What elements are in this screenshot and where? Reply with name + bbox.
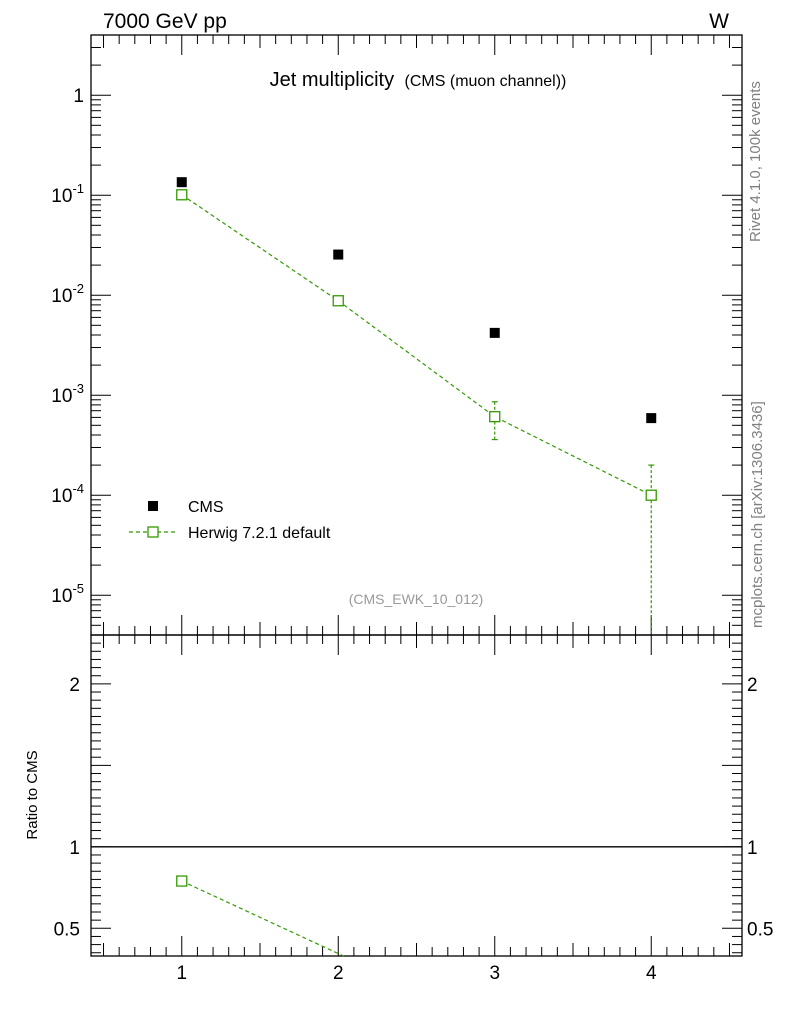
- side-rivet-info: Rivet 4.1.0, 100k events: [747, 81, 764, 242]
- x-tick-label: 2: [333, 963, 344, 984]
- y-tick-label: 10-4: [51, 481, 84, 507]
- legend: CMS Herwig 7.2.1 default: [129, 499, 331, 542]
- y-tick-label: 10-2: [51, 281, 84, 307]
- cms-data-point: [489, 327, 500, 338]
- ratio-tick-label-right: 2: [747, 675, 758, 696]
- herwig-ratio-line: [181, 880, 344, 957]
- legend-herwig-label: Herwig 7.2.1 default: [188, 525, 331, 542]
- x-tick-labels: 1 2 3 4: [176, 963, 656, 984]
- y-tick-labels: 10-510-410-310-210-11: [51, 86, 84, 607]
- herwig-data-point: [176, 189, 188, 201]
- herwig-data-point: [489, 411, 501, 423]
- y-tick-exp: -2: [72, 281, 84, 296]
- ratio-tick-label-right: 1: [747, 838, 758, 859]
- ratio-frame: [90, 634, 743, 957]
- y-tick-base: 10: [51, 286, 72, 307]
- y-tick-exp: -1: [72, 181, 84, 196]
- herwig-ratio-point: [176, 875, 188, 887]
- cms-data-point: [176, 177, 187, 188]
- main-frame: [90, 34, 743, 636]
- herwig-line: [181, 194, 652, 496]
- header-left: 7000 GeV pp: [103, 10, 227, 33]
- ratio-ylabel: Ratio to CMS: [24, 750, 41, 839]
- side-source-info: mcplots.cern.ch [arXiv:1306.3436]: [749, 401, 766, 628]
- y-tick-base: 10: [51, 586, 72, 607]
- analysis-watermark: (CMS_EWK_10_012): [349, 591, 484, 607]
- herwig-data-point: [645, 489, 657, 501]
- ratio-tick-label-left: 2: [69, 675, 80, 696]
- ratio-tick-labels: 0.5 0.5 1 1 2 2: [54, 675, 774, 940]
- title-sub: (CMS (muon channel)): [405, 73, 567, 90]
- legend-herwig-marker: [147, 526, 159, 538]
- y-tick-base: 10: [51, 386, 72, 407]
- herwig-data-point: [332, 295, 344, 307]
- y-tick-exp: -3: [72, 381, 84, 396]
- y-tick-label: 1: [73, 86, 84, 107]
- main-plot-marks: [176, 177, 657, 635]
- legend-cms-label: CMS: [188, 499, 224, 516]
- y-tick-exp: -4: [72, 481, 84, 496]
- y-tick-base: 10: [51, 186, 72, 207]
- x-tick-label: 3: [489, 963, 500, 984]
- y-tick-label: 10-3: [51, 381, 84, 407]
- ratio-plot-marks: [91, 846, 742, 957]
- chart-title: Jet multiplicity (CMS (muon channel)): [270, 69, 567, 91]
- cms-data-point: [333, 249, 344, 260]
- y-tick-label: 10-5: [51, 581, 84, 607]
- legend-cms-marker: [148, 501, 158, 511]
- header-right: W: [709, 10, 729, 33]
- y-tick-exp: -5: [72, 581, 84, 596]
- y-tick-base: 1: [73, 86, 84, 107]
- ratio-tick-label-right: 0.5: [747, 919, 773, 940]
- ratio-tick-label-left: 0.5: [54, 919, 80, 940]
- y-tick-label: 10-1: [51, 181, 84, 207]
- x-tick-label: 4: [646, 963, 657, 984]
- x-tick-label: 1: [176, 963, 187, 984]
- axis-ticks: [91, 34, 742, 956]
- y-tick-base: 10: [51, 486, 72, 507]
- cms-data-point: [646, 413, 657, 424]
- ratio-tick-label-left: 1: [69, 838, 80, 859]
- title-main: Jet multiplicity: [270, 69, 394, 91]
